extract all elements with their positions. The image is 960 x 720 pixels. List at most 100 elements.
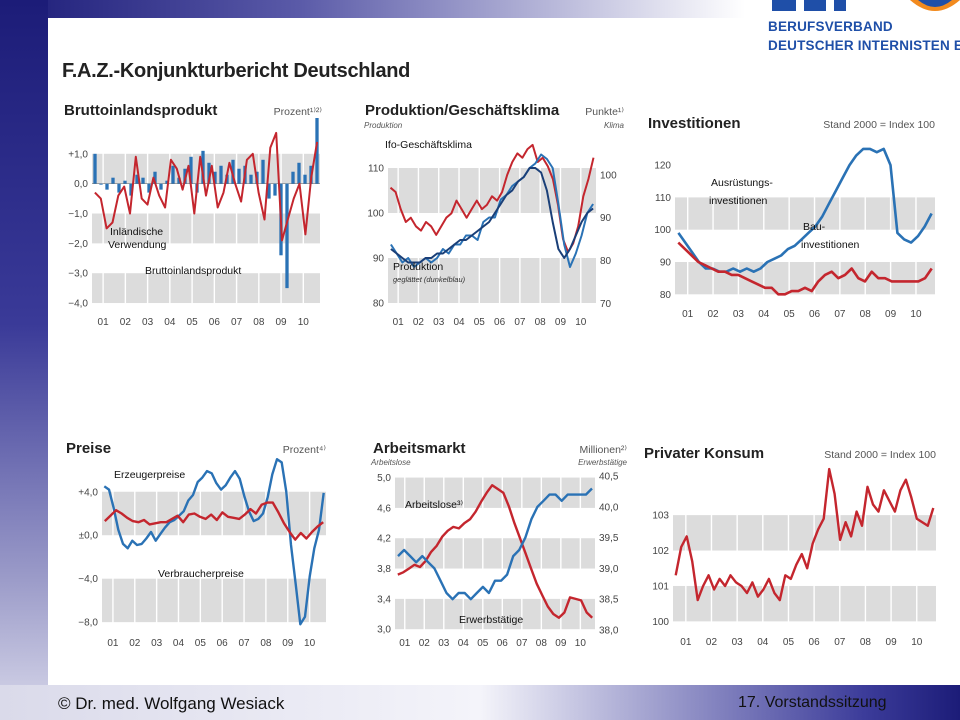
x-tick-label: 08	[260, 638, 272, 649]
x-tick-label: 03	[733, 309, 745, 320]
x-tick-label: 09	[555, 638, 567, 649]
chart-unit: Prozent⁴⁾	[283, 444, 327, 456]
y-tick-label: 4,6	[377, 503, 391, 514]
grid-band	[388, 168, 596, 213]
series-line	[397, 487, 593, 601]
annotation-inlaendische: Inländische	[110, 226, 163, 238]
x-tick-label: 05	[783, 637, 795, 648]
grid-band	[102, 491, 326, 536]
x-tick-label: 08	[535, 317, 547, 328]
x-tick-label: 04	[757, 637, 769, 648]
annotation-ausruestungs: Ausrüstungs-	[711, 177, 773, 189]
y-tick-label: 90	[660, 258, 672, 269]
y-tick-label: 3,8	[377, 564, 391, 575]
chart-title: Produktion/Geschäftsklima	[365, 102, 560, 119]
x-tick-label: 03	[142, 317, 154, 328]
bar	[159, 183, 163, 190]
ticks-layer: 01 02 03 04 05 06 07 08 09 10 120 110 100 90 80	[654, 161, 922, 320]
y-tick-label: −4,0	[68, 299, 88, 310]
y-tick-label: ±0,0	[79, 531, 99, 542]
grid-layer	[404, 470, 582, 633]
annotation-layer: Ifo-Geschäftsklima Produktion geglättet …	[385, 139, 472, 284]
x-tick-label: 04	[458, 638, 470, 649]
y-tick-label: 100	[654, 225, 671, 236]
x-tick-label: 06	[209, 317, 221, 328]
x-tick-label: 07	[834, 637, 846, 648]
bar	[315, 118, 319, 184]
bands-layer	[673, 515, 936, 622]
chart-unit: Prozent¹⁾²⁾	[274, 106, 323, 118]
grid-layer	[685, 462, 918, 632]
right-axis-label: Erwerbstätige	[578, 458, 627, 467]
grid-band	[92, 273, 320, 304]
ticks-layer: 01 02 03 04 05 06 07 08 09 10 110 100 90 80 100 90 80 70	[367, 164, 617, 329]
annotation-layer: Inländische Verwendung Bruttoinlandsprod…	[108, 226, 241, 277]
grid-band	[395, 538, 595, 569]
x-tick-label: 07	[514, 317, 526, 328]
annotation-bau-2: investitionen	[801, 239, 860, 251]
x-tick-label: 01	[399, 638, 411, 649]
x-tick-label: 06	[494, 317, 506, 328]
y-tick-label: −4,0	[78, 574, 98, 585]
y-tick-label: 3,0	[377, 625, 391, 636]
x-tick-label: 06	[497, 638, 509, 649]
y-tick-label: 103	[652, 511, 669, 522]
series-layer	[677, 147, 933, 296]
bar	[99, 183, 103, 185]
grid-band	[673, 585, 936, 622]
x-tick-label: 07	[516, 638, 528, 649]
x-tick-label: 01	[107, 638, 119, 649]
bar	[111, 177, 115, 184]
x-tick-label: 10	[298, 317, 310, 328]
chart-unit: Millionen²⁾	[579, 444, 627, 456]
chart-arbeitsmarkt: Arbeitsmarkt Millionen²⁾ Arbeitslose Erw…	[370, 440, 628, 649]
y-right-tick-label: 39,0	[599, 564, 619, 575]
x-tick-label: 08	[253, 317, 265, 328]
x-tick-label: 09	[555, 317, 567, 328]
y-tick-label: 0,0	[74, 179, 88, 190]
annotation-verbraucherpreise: Verbraucherpreise	[158, 568, 244, 580]
page-title: F.A.Z.-Konjunkturbericht Deutschland	[62, 60, 411, 82]
series-layer	[674, 467, 935, 602]
series-line	[677, 241, 933, 296]
x-tick-label: 05	[784, 309, 796, 320]
x-tick-label: 06	[809, 637, 821, 648]
annotation-erzeugerpreise: Erzeugerpreise	[114, 469, 185, 481]
x-tick-label: 07	[238, 638, 250, 649]
series-layer	[389, 143, 595, 268]
x-tick-label: 01	[98, 317, 110, 328]
x-tick-label: 08	[536, 638, 548, 649]
x-tick-label: 10	[911, 637, 923, 648]
logo-line-1: BERUFSVERBAND	[768, 19, 893, 34]
ticks-layer: 01 02 03 04 05 06 07 08 09 10 +1,0 0,0 −1,0 −2,0 −3,0 −…	[68, 149, 309, 328]
x-tick-label: 02	[419, 638, 431, 649]
bar	[123, 180, 127, 184]
bar	[141, 177, 145, 184]
bar	[285, 183, 289, 289]
annotation-ausruestungs-2: investitionen	[709, 195, 768, 207]
bar	[219, 165, 223, 184]
x-tick-label: 05	[474, 317, 486, 328]
annotation-produktion: Produktion	[393, 261, 443, 273]
chart-title: Arbeitsmarkt	[373, 440, 466, 457]
bar	[147, 183, 151, 193]
chart-unit: Punkte¹⁾	[585, 106, 624, 118]
bar	[117, 183, 121, 193]
annotation-geglaettet: geglättet (dunkelblau)	[393, 275, 466, 284]
bar	[177, 177, 181, 184]
x-tick-label: 06	[217, 638, 229, 649]
x-tick-label: 05	[477, 638, 489, 649]
series-line	[94, 131, 319, 242]
x-tick-label: 03	[438, 638, 450, 649]
y-tick-label: 100	[652, 617, 669, 628]
series-line	[103, 458, 325, 626]
y-tick-label: 120	[654, 161, 671, 172]
y-tick-label: +1,0	[68, 149, 88, 160]
x-tick-label: 07	[834, 309, 846, 320]
series-line	[397, 484, 594, 619]
grid-band	[395, 477, 595, 508]
series-line	[390, 167, 594, 264]
x-tick-label: 08	[860, 309, 872, 320]
y-tick-label: −2,0	[68, 239, 88, 250]
series-layer	[103, 458, 325, 626]
